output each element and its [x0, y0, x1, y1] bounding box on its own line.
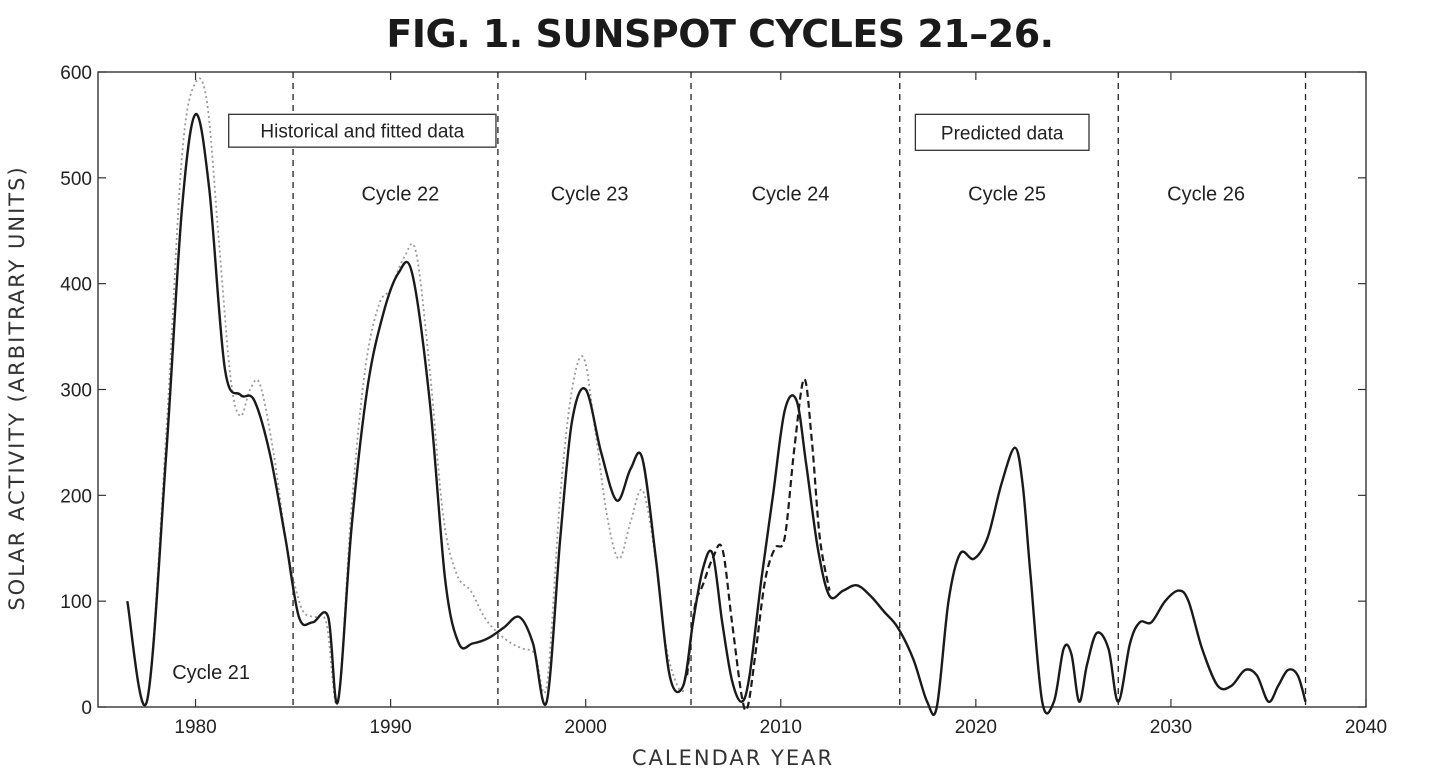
x-tick-label: 2040 [1345, 717, 1387, 738]
cycle-label: Cycle 25 [968, 184, 1046, 206]
axis-ticks: 1980 1990 2000 2010 2020 2030 2040 0 100 200 300 40… [60, 63, 1387, 738]
series-line-dotted [126, 77, 686, 707]
plot-frame [97, 71, 1367, 708]
y-tick-label: 600 [60, 63, 92, 84]
y-axis-title: SOLAR ACTIVITY (ARBITRARY UNITS) [5, 165, 29, 610]
y-tick-label: 200 [60, 486, 92, 507]
cycle-label: Cycle 23 [551, 184, 629, 206]
x-tick-label: 2000 [565, 717, 607, 738]
y-tick-label: 100 [60, 592, 92, 613]
chart-labels: Historical and fitted data Predicted data… [172, 113, 1245, 684]
x-axis-title: CALENDAR YEAR [632, 746, 834, 770]
annotation-box [914, 113, 1090, 151]
y-tick-label: 0 [81, 698, 92, 719]
x-tick-label: 2020 [955, 717, 997, 738]
cycle-label: Cycle 22 [361, 184, 439, 206]
x-tick-label: 2030 [1150, 717, 1192, 738]
series-line-solid [126, 113, 1307, 716]
cycle-boundary-lines [292, 72, 1307, 707]
data-series [126, 77, 1307, 716]
x-tick-label: 2010 [760, 717, 802, 738]
x-tick-label: 1980 [174, 717, 216, 738]
y-tick-label: 500 [60, 169, 92, 190]
chart-title: FIG. 1. SUNSPOT CYCLES 21–26. [386, 12, 1054, 56]
annotation-box-label: Predicted data [941, 123, 1064, 144]
plot-area [97, 71, 1367, 708]
cycle-label: Cycle 26 [1167, 184, 1245, 206]
x-tick-label: 1990 [369, 717, 411, 738]
annotation-box [228, 113, 497, 148]
annotation-box-label: Historical and fitted data [260, 122, 464, 143]
series-line-dashed [686, 377, 831, 712]
cycle-label: Cycle 21 [172, 662, 250, 684]
y-tick-label: 300 [60, 381, 92, 402]
y-tick-label: 400 [60, 275, 92, 296]
cycle-label: Cycle 24 [752, 184, 830, 206]
